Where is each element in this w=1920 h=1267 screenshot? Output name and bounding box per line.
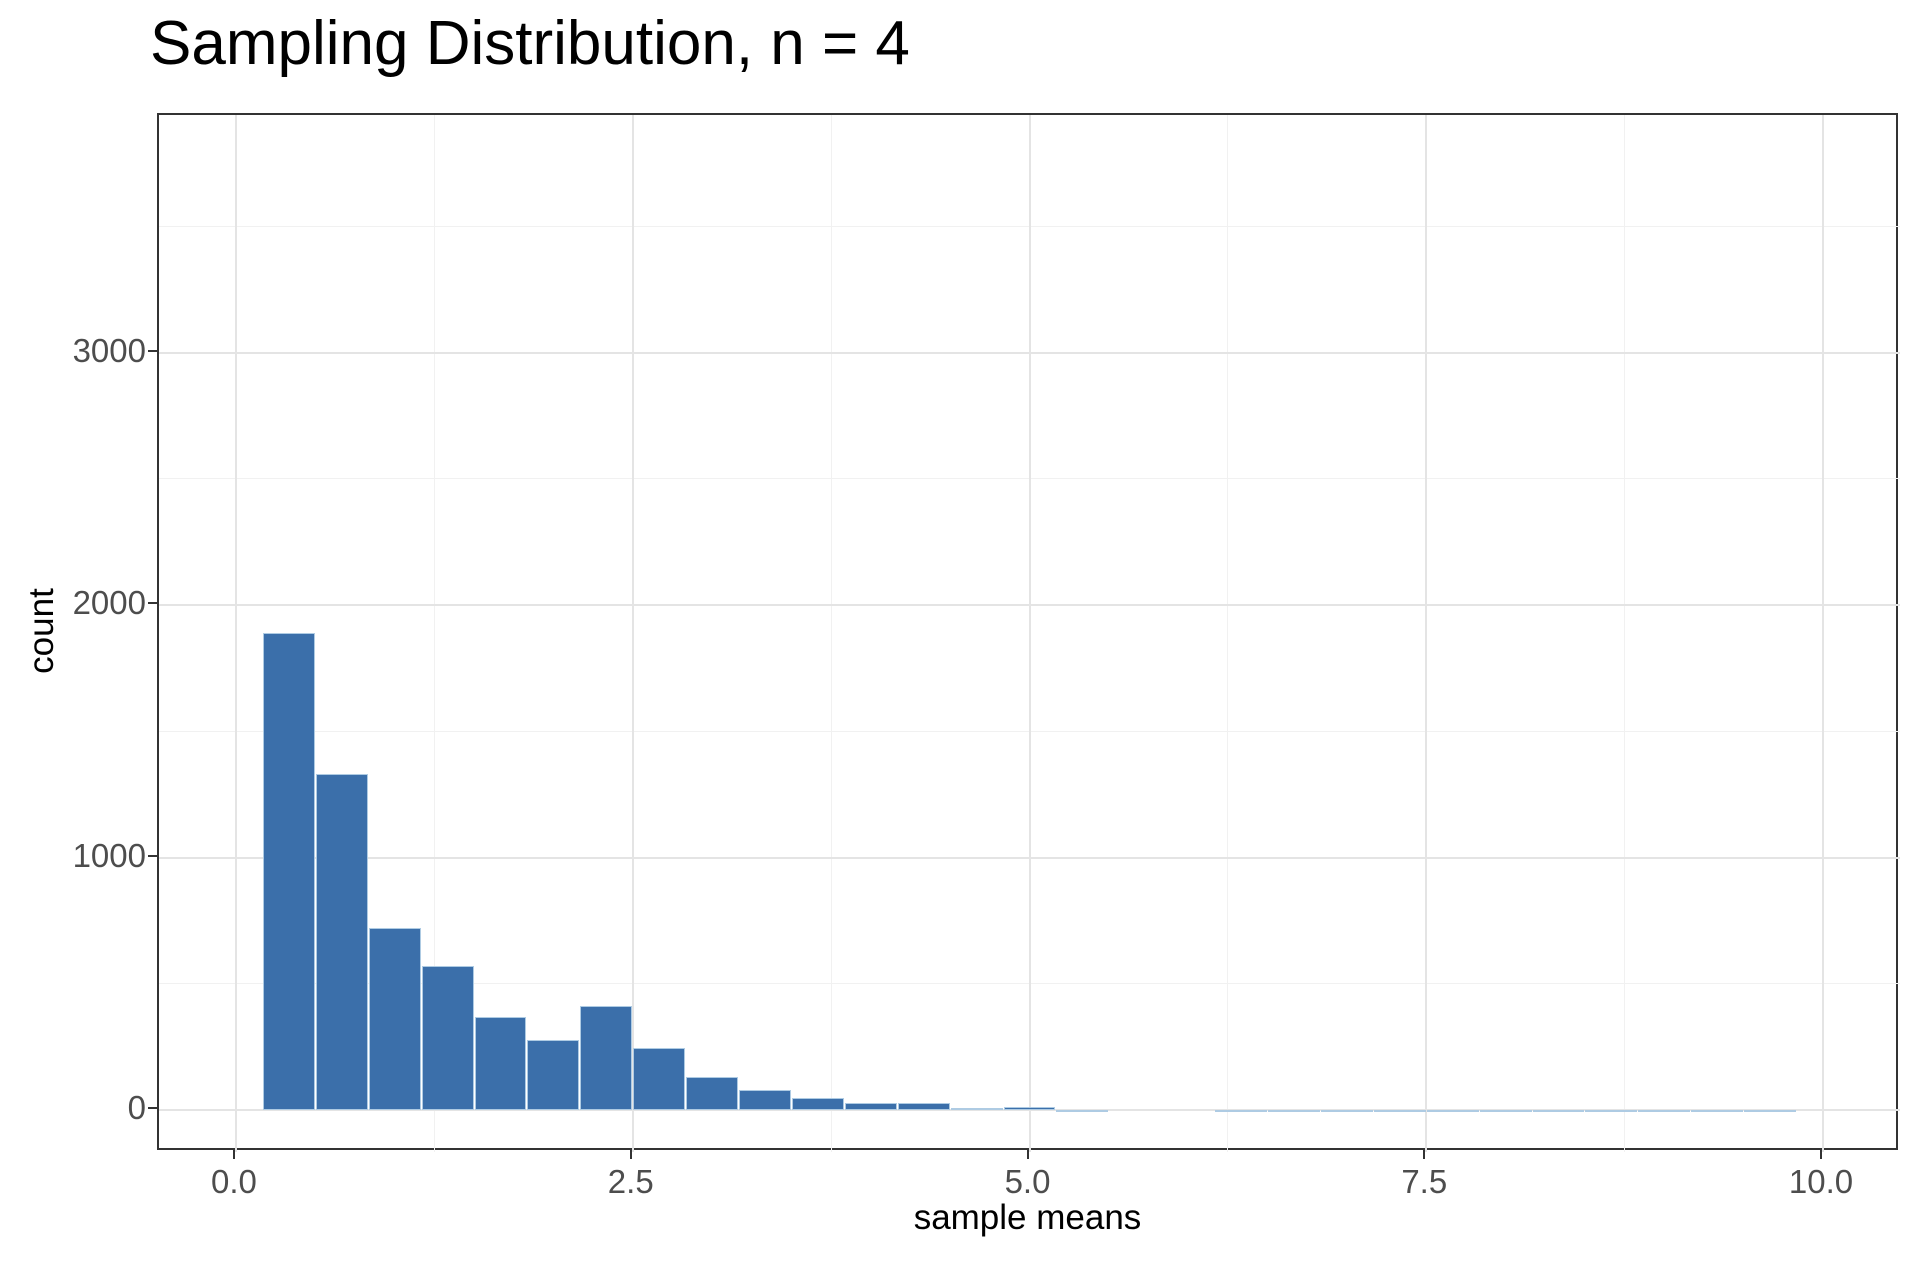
y-gridline-major bbox=[159, 604, 1900, 607]
histogram-bar bbox=[1585, 1109, 1638, 1112]
histogram-bar bbox=[1638, 1109, 1691, 1112]
histogram-bar bbox=[474, 1016, 527, 1111]
histogram-bar bbox=[791, 1098, 844, 1111]
y-gridline-major bbox=[159, 351, 1900, 354]
histogram-bar bbox=[1320, 1109, 1373, 1112]
y-gridline-major bbox=[159, 1109, 1900, 1112]
histogram-bar bbox=[421, 966, 474, 1111]
x-tick-label: 5.0 bbox=[1004, 1163, 1051, 1200]
histogram-bar bbox=[262, 632, 315, 1111]
x-gridline-minor bbox=[433, 115, 435, 1152]
histogram-bar bbox=[686, 1077, 739, 1111]
histogram-bar bbox=[1003, 1106, 1056, 1111]
x-tick-label: 7.5 bbox=[1401, 1163, 1448, 1200]
histogram-bar bbox=[1744, 1109, 1797, 1112]
plot-panel bbox=[157, 113, 1900, 1152]
histogram-bar bbox=[633, 1047, 686, 1111]
y-tick-label: 2000 bbox=[72, 584, 146, 622]
histogram-bar bbox=[1532, 1109, 1585, 1112]
histogram-bar bbox=[844, 1102, 897, 1111]
histogram-bar bbox=[1056, 1109, 1109, 1112]
x-gridline-major bbox=[631, 115, 634, 1152]
y-tick-mark bbox=[148, 1107, 157, 1110]
histogram-bar bbox=[580, 1005, 633, 1111]
y-tick-mark bbox=[148, 349, 157, 352]
x-tick-mark bbox=[1820, 1150, 1823, 1159]
histogram-bar bbox=[897, 1103, 950, 1111]
histogram-bar bbox=[368, 928, 421, 1111]
x-tick-label: 0.0 bbox=[211, 1163, 257, 1200]
x-gridline-major bbox=[1028, 115, 1031, 1152]
histogram-bar bbox=[1479, 1109, 1532, 1112]
x-gridline-minor bbox=[1624, 115, 1626, 1152]
y-tick-label: 1000 bbox=[72, 836, 146, 874]
y-tick-label: 0 bbox=[127, 1089, 146, 1127]
histogram-bar bbox=[1426, 1109, 1479, 1112]
x-gridline-minor bbox=[830, 115, 832, 1152]
x-tick-mark bbox=[1026, 1150, 1029, 1159]
x-tick-mark bbox=[232, 1150, 235, 1159]
y-tick-mark bbox=[148, 602, 157, 605]
y-tick-mark bbox=[148, 854, 157, 857]
histogram-bar bbox=[1373, 1109, 1426, 1112]
x-gridline-major bbox=[1822, 115, 1825, 1152]
x-tick-mark bbox=[629, 1150, 632, 1159]
histogram-bar bbox=[1691, 1109, 1744, 1112]
y-gridline-major bbox=[159, 856, 1900, 859]
histogram-bar bbox=[1215, 1109, 1268, 1112]
histogram-bar bbox=[315, 774, 368, 1111]
histogram-bar bbox=[1268, 1109, 1320, 1112]
chart-title: Sampling Distribution, n = 4 bbox=[150, 9, 910, 78]
y-axis-title: count bbox=[22, 588, 61, 674]
x-gridline-minor bbox=[1227, 115, 1229, 1152]
histogram-bar bbox=[950, 1108, 1003, 1111]
x-gridline-major bbox=[234, 115, 237, 1152]
x-tick-mark bbox=[1423, 1150, 1426, 1159]
histogram-bar bbox=[739, 1089, 791, 1111]
y-tick-label: 3000 bbox=[72, 331, 146, 369]
x-gridline-major bbox=[1425, 115, 1428, 1152]
x-axis-title: sample means bbox=[913, 1198, 1142, 1237]
x-tick-label: 10.0 bbox=[1788, 1163, 1854, 1200]
histogram-bar bbox=[527, 1040, 580, 1111]
x-tick-label: 2.5 bbox=[607, 1163, 654, 1200]
